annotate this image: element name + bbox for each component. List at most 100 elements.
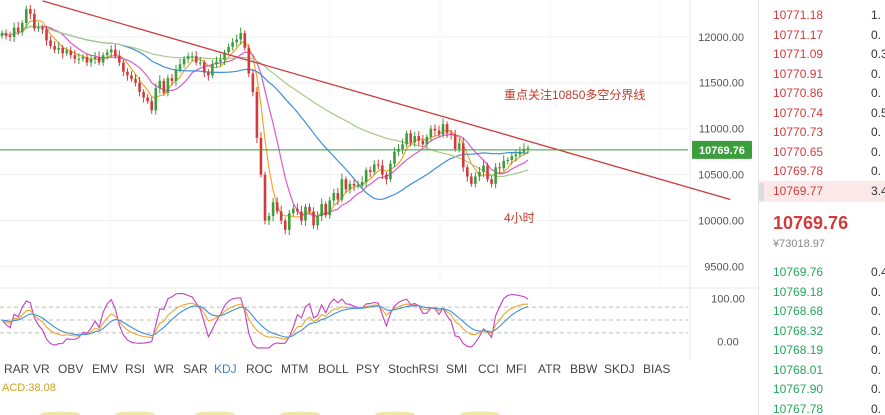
candle-body — [53, 45, 56, 50]
candle-body — [275, 202, 279, 212]
indicator-tab-obv[interactable]: OBV — [58, 362, 83, 376]
bid-row[interactable]: 10769.76 0.4 — [759, 262, 885, 283]
bid-qty: 0. — [871, 382, 882, 396]
bid-price: 10768.19 — [773, 343, 824, 357]
candle-body — [223, 52, 226, 60]
candle-body — [474, 176, 477, 184]
candle-body — [304, 206, 307, 221]
ask-qty: 1. — [871, 8, 882, 22]
indicator-tab-stochrsi[interactable]: StochRSI — [388, 362, 439, 376]
current-price-tag — [692, 140, 752, 159]
ask-depth-bar — [759, 180, 885, 202]
indicator-tab-vr[interactable]: VR — [33, 362, 50, 376]
bottom-pane-mark — [375, 411, 415, 415]
candle-body — [162, 80, 166, 93]
ask-row[interactable]: 10771.17 0. — [759, 25, 885, 46]
bid-qty: 0. — [871, 323, 882, 338]
bid-row[interactable]: 10767.78 0. — [759, 399, 885, 415]
price-grid — [0, 36, 688, 268]
candle-body — [360, 182, 364, 186]
ask-row[interactable]: 10770.91 0. — [759, 64, 885, 85]
candle-body — [239, 33, 243, 40]
candle-body — [433, 128, 437, 131]
ask-row[interactable]: 10770.74 0.5 — [759, 103, 885, 124]
candle-body — [243, 33, 247, 48]
ask-qty: 0. — [871, 144, 882, 159]
candle-body — [514, 154, 518, 157]
ask-price: 10769.77 — [773, 183, 824, 198]
bid-price: 10767.90 — [773, 382, 824, 396]
indicator-tab-rsi[interactable]: RSI — [125, 362, 145, 376]
candle-body — [142, 91, 145, 98]
indicator-tab-sar[interactable]: SAR — [183, 362, 208, 376]
candle-body — [198, 62, 202, 64]
candle-body — [89, 58, 93, 63]
indicator-tab-cci[interactable]: CCI — [478, 362, 499, 376]
candle-body — [194, 56, 198, 63]
ask-row[interactable]: 10771.09 0.3 — [759, 44, 885, 65]
candle-body — [81, 57, 85, 59]
candle-body — [113, 49, 117, 57]
order-book-scroll-handle[interactable] — [759, 183, 764, 201]
indicator-tab-mfi[interactable]: MFI — [506, 362, 527, 376]
ask-qty: 0. — [871, 125, 882, 139]
candle-body — [328, 200, 332, 216]
ask-row[interactable]: 10771.18 1. — [759, 5, 885, 26]
last-price: 10769.76 — [773, 213, 849, 233]
y-tick-label: 10500.00 — [698, 170, 744, 182]
ask-row[interactable]: 10770.86 0. — [759, 83, 885, 104]
bid-row[interactable]: 10767.90 0. — [759, 379, 885, 400]
candle-body — [8, 35, 12, 37]
indicator-tab-atr[interactable]: ATR — [538, 362, 561, 376]
candle-body — [105, 52, 109, 56]
ask-row[interactable]: 10769.78 0. — [759, 161, 885, 182]
ask-row[interactable]: 10769.77 3.4 — [759, 180, 885, 202]
candle-body — [207, 72, 210, 76]
indicator-tab-wr[interactable]: WR — [154, 362, 174, 376]
candle-body — [279, 211, 283, 221]
candle-body — [461, 143, 465, 168]
indicator-tab-rar[interactable]: RAR — [4, 362, 30, 376]
candle-body — [502, 160, 506, 169]
candle-body — [227, 46, 230, 53]
price-chart[interactable]: 12000.00 11500.00 11000.00 10500.00 10000.00… — [0, 0, 758, 415]
bid-row[interactable]: 10768.01 0. — [759, 360, 885, 381]
candle-body — [425, 136, 429, 145]
ask-price: 10770.91 — [773, 66, 824, 81]
indicator-tab-boll[interactable]: BOLL — [318, 362, 349, 376]
candle-body — [356, 185, 360, 187]
kdj-y-tick-label: 100.00 — [711, 294, 745, 306]
indicator-tab-psy[interactable]: PSY — [356, 362, 380, 376]
indicator-tab-bbw[interactable]: BBW — [570, 362, 598, 376]
y-tick-label: 11500.00 — [699, 78, 744, 90]
indicator-tab-smi[interactable]: SMI — [446, 362, 467, 376]
indicator-tab-roc[interactable]: ROC — [246, 362, 273, 376]
bid-qty: 0. — [871, 343, 882, 357]
indicator-tab-skdj[interactable]: SKDJ — [604, 362, 635, 376]
bottom-pane-mark — [195, 411, 235, 415]
ask-row[interactable]: 10770.73 0. — [759, 122, 885, 143]
ask-qty: 0. — [871, 27, 882, 42]
order-book: 10771.18 1. 10771.17 0. 10771.09 0.3 10770.91 0… — [758, 0, 885, 415]
indicator-tab-bias[interactable]: BIAS — [643, 362, 670, 376]
bid-row[interactable]: 10768.19 0. — [759, 340, 885, 361]
indicator-tab-emv[interactable]: EMV — [92, 362, 118, 376]
ask-row[interactable]: 10770.65 0. — [759, 142, 885, 163]
ask-price: 10770.86 — [773, 86, 824, 100]
candle-body — [49, 40, 52, 46]
bid-row[interactable]: 10769.18 0. — [759, 282, 885, 303]
kdj-line — [1, 305, 529, 338]
candle-body — [93, 57, 97, 59]
candle-body — [506, 159, 510, 161]
candle-body — [478, 171, 481, 177]
kdj-lines — [1, 292, 529, 349]
candle-body — [267, 216, 271, 221]
bid-row[interactable]: 10768.68 0. — [759, 301, 885, 322]
kdj-line — [1, 292, 529, 349]
indicator-tab-kdj[interactable]: KDJ — [214, 362, 237, 376]
bid-row[interactable]: 10768.32 0. — [759, 321, 885, 342]
indicator-tab-mtm[interactable]: MTM — [281, 362, 308, 376]
candle-body — [215, 61, 218, 65]
candle-body — [364, 170, 368, 183]
